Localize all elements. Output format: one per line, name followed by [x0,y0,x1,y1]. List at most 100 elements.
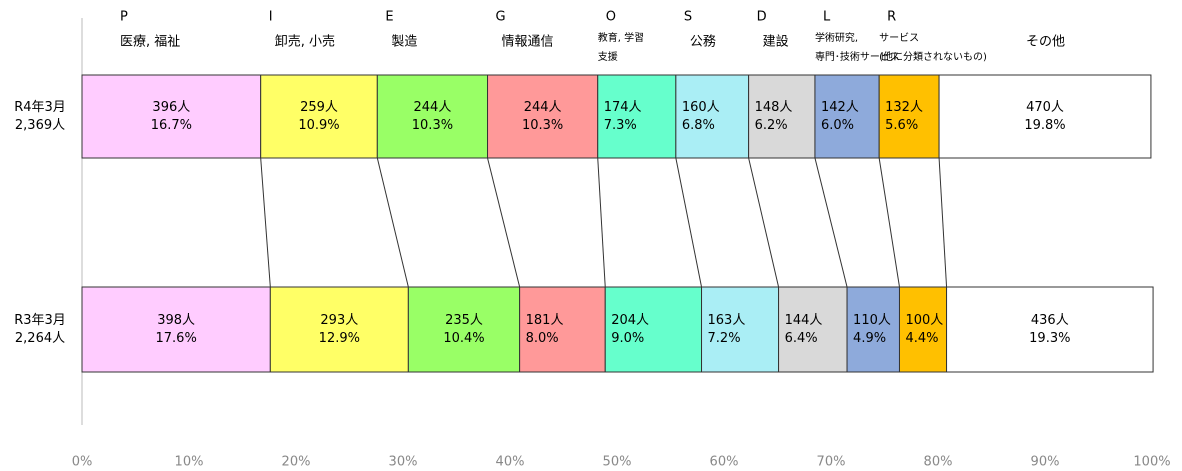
value-label: 7.3% [604,118,637,133]
count-label: 174人 [604,100,642,115]
value-label: 4.4% [905,331,938,346]
row-label: R4年3月 [14,100,66,115]
series-label: 情報通信 [502,35,554,50]
connector [938,157,948,288]
bar-segment [778,286,848,373]
connector [260,157,271,288]
count-label: 144人 [785,313,823,328]
value-label: 7.2% [708,331,741,346]
count-label: 148人 [755,100,793,115]
series-label: 学術研究, [815,31,858,44]
series-letter: S [684,10,692,25]
series-letter: R [887,10,896,25]
value-label: 6.0% [821,118,854,133]
series-label: 公務 [690,35,716,50]
series-label: (他に分類されないもの) [879,50,987,63]
value-label: 10.9% [298,118,339,133]
series-label: 専門･技術サービス [815,50,900,63]
connector [487,157,521,288]
value-label: 8.0% [526,331,559,346]
count-label: 100人 [905,313,943,328]
value-label: 10.3% [412,118,453,133]
value-label: 12.9% [319,331,360,346]
value-label: 16.7% [151,118,192,133]
connector [597,157,606,288]
x-tick-label: 10% [175,455,204,470]
bar-segment [519,286,606,373]
x-tick-label: 60% [710,455,739,470]
connector [675,157,703,288]
connector [376,157,409,288]
series-letter: P [120,10,128,25]
x-tick-label: 20% [282,455,311,470]
count-label: 110人 [853,313,891,328]
count-label: 142人 [821,100,859,115]
x-tick-label: 80% [924,455,953,470]
value-label: 10.4% [443,331,484,346]
count-label: 259人 [300,100,338,115]
count-label: 132人 [885,100,923,115]
bar-segment [269,286,409,373]
series-label: その他 [1026,35,1065,50]
value-label: 10.3% [522,118,563,133]
series-label: 教育, 学習 [598,31,644,44]
bar-segment [81,286,271,373]
bar-segment [701,286,780,373]
connector [748,157,780,288]
bar-segment [260,74,378,159]
series-letter: E [385,10,393,25]
bar-segment [675,74,750,159]
series-label: サービス [879,32,919,44]
bar-segment [376,74,489,159]
bar-segment [748,74,816,159]
value-label: 19.8% [1024,118,1065,133]
connector [814,157,848,288]
series-label: 支援 [598,50,618,63]
bar-segment [814,74,880,159]
bar-segment [846,286,900,373]
count-label: 244人 [414,100,452,115]
count-label: 293人 [320,313,358,328]
series-label: 製造 [391,35,417,50]
count-label: 244人 [524,100,562,115]
bar-segment [597,74,677,159]
x-tick-label: 50% [603,455,632,470]
bar-segment [878,74,940,159]
bar-segment [604,286,703,373]
count-label: 398人 [157,313,195,328]
row-total: 2,264人 [15,331,65,346]
count-label: 181人 [526,313,564,328]
row-total: 2,369人 [15,118,65,133]
value-label: 6.4% [785,331,818,346]
bar-segment [81,74,262,159]
series-letter: G [496,10,506,25]
series-letter: I [269,10,273,25]
x-tick-label: 30% [389,455,418,470]
x-tick-label: 70% [817,455,846,470]
value-label: 5.6% [885,118,918,133]
value-label: 9.0% [611,331,644,346]
bar-segment [898,286,948,373]
count-label: 204人 [611,313,649,328]
series-label: 医療, 福祉 [120,35,180,50]
series-label: 卸売, 小売 [275,34,335,50]
count-label: 396人 [152,100,190,115]
value-label: 6.8% [682,118,715,133]
count-label: 436人 [1031,313,1069,328]
count-label: 235人 [445,313,483,328]
x-tick-label: 90% [1031,455,1060,470]
series-letter: O [606,10,616,25]
value-label: 19.3% [1029,331,1070,346]
x-tick-label: 0% [72,455,93,470]
bar-segment [946,286,1154,373]
count-label: 163人 [708,313,746,328]
series-letter: L [823,10,831,25]
value-label: 4.9% [853,331,886,346]
x-tick-label: 40% [496,455,525,470]
connector [878,157,900,288]
row-label: R3年3月 [14,313,66,328]
count-label: 470人 [1026,100,1064,115]
x-tick-label: 100% [1133,455,1170,470]
